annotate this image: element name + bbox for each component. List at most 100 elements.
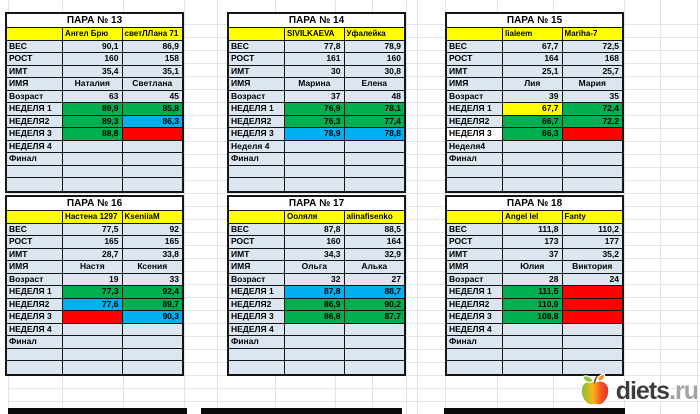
stat-label-cell[interactable]: РОСТ [229,236,286,249]
week-value-cell[interactable]: 108,8 [503,311,563,324]
stat-value-cell[interactable]: 160 [63,53,123,66]
week-value-cell[interactable] [63,323,123,336]
stat-value-cell[interactable]: 165 [63,236,123,249]
week-value-cell[interactable] [122,336,182,349]
week-label-cell[interactable]: НЕДЕЛЯ 4 [229,323,286,336]
empty-cell[interactable] [345,178,404,191]
week-value-cell[interactable] [344,324,404,336]
pair-title[interactable]: ПАРА № 15 [447,14,622,28]
week-value-cell[interactable] [562,311,622,324]
stat-value-cell[interactable]: 33,8 [122,249,182,261]
stat-label-cell[interactable]: ИМТ [447,65,504,78]
member-nickname[interactable]: Уфалейка [344,28,404,41]
stat-label-cell[interactable]: ИМТ [229,65,286,78]
member-nickname[interactable]: светЛЛана 71 [122,28,182,41]
empty-cell[interactable] [562,166,622,178]
empty-cell[interactable] [229,165,286,178]
empty-cell[interactable] [344,349,404,361]
week-value-cell[interactable]: 86,9 [285,298,345,311]
stat-value-cell[interactable]: Елена [344,78,404,91]
stat-value-cell[interactable]: 160 [285,236,345,249]
stat-label-cell[interactable]: ИМТ [7,65,64,78]
stat-value-cell[interactable]: 30,8 [344,66,404,78]
stat-value-cell[interactable]: 168 [562,53,622,66]
stat-value-cell[interactable]: Настя [63,261,123,274]
week-value-cell[interactable] [562,128,622,141]
week-label-cell[interactable]: НЕДЕЛЯ 1 [229,103,286,116]
pair-title[interactable]: ПАРА № 13 [7,14,182,28]
stat-label-cell[interactable]: Возраст [447,273,504,286]
week-value-cell[interactable]: 111,5 [503,286,563,299]
stat-value-cell[interactable]: Ксения [122,261,182,274]
week-label-cell[interactable]: НЕДЕЛЯ2 [447,115,504,128]
empty-cell[interactable] [344,166,404,178]
stat-label-cell[interactable]: ИМТ [7,248,64,261]
empty-cell[interactable] [562,349,622,361]
stat-value-cell[interactable]: 158 [122,53,182,66]
empty-cell[interactable] [7,165,64,178]
stat-label-cell[interactable]: РОСТ [447,236,504,249]
stat-value-cell[interactable]: Мария [562,78,622,91]
week-value-cell[interactable]: 86,3 [122,115,182,128]
week-label-cell[interactable]: НЕДЕЛЯ 4 [7,323,64,336]
week-value-cell[interactable] [503,140,563,153]
member-nickname[interactable]: SIVILKAEVA [285,28,345,41]
empty-cell[interactable] [7,348,64,361]
week-value-cell[interactable] [503,336,563,349]
member-header-empty-cell[interactable] [7,28,64,41]
empty-cell[interactable] [122,166,182,178]
stat-label-cell[interactable]: РОСТ [229,53,286,66]
week-value-cell[interactable]: 87,7 [344,311,404,324]
week-label-cell[interactable]: НЕДЕЛЯ2 [7,115,64,128]
stat-value-cell[interactable]: 165 [122,236,182,249]
week-value-cell[interactable]: 92,4 [122,286,182,299]
week-label-cell[interactable]: Неделя 4 [229,140,286,153]
week-value-cell[interactable] [503,323,563,336]
stat-label-cell[interactable]: ИМТ [229,248,286,261]
stat-value-cell[interactable]: 35,4 [63,65,123,78]
stat-value-cell[interactable]: 35 [562,91,622,103]
week-label-cell[interactable]: Финал [447,336,504,349]
stat-value-cell[interactable]: 164 [503,53,563,66]
week-value-cell[interactable] [562,286,622,299]
week-value-cell[interactable]: 88,8 [63,128,123,141]
stat-value-cell[interactable]: 92 [122,224,182,236]
week-label-cell[interactable]: НЕДЕЛЯ 1 [229,286,286,299]
week-label-cell[interactable]: НЕДЕЛЯ 1 [7,286,64,299]
week-value-cell[interactable] [344,141,404,153]
stat-value-cell[interactable]: Марина [285,78,345,91]
empty-cell[interactable] [123,361,182,374]
week-label-cell[interactable]: НЕДЕЛЯ 3 [447,128,504,141]
member-nickname[interactable]: KseniiaM [122,211,182,224]
member-nickname[interactable]: Ооляля [285,211,345,224]
empty-cell[interactable] [229,348,286,361]
stat-label-cell[interactable]: РОСТ [7,53,64,66]
member-nickname[interactable]: Angel lel [503,211,563,224]
empty-cell[interactable] [503,178,563,191]
empty-cell[interactable] [63,178,123,191]
week-value-cell[interactable] [285,336,345,349]
empty-cell[interactable] [447,361,504,374]
week-value-cell[interactable]: 86,8 [285,311,345,324]
week-value-cell[interactable]: 90,2 [344,298,404,311]
empty-cell[interactable] [345,361,404,374]
member-header-empty-cell[interactable] [7,211,64,224]
week-value-cell[interactable] [285,140,345,153]
empty-cell[interactable] [63,361,123,374]
week-value-cell[interactable]: 78,9 [285,128,345,141]
stat-value-cell[interactable]: 25,7 [562,66,622,78]
week-value-cell[interactable]: 76,9 [285,103,345,116]
stat-value-cell[interactable]: 33 [122,274,182,286]
member-nickname[interactable]: Ангел Брю [63,28,123,41]
stat-value-cell[interactable]: 90,1 [63,40,123,53]
stat-label-cell[interactable]: ВЕС [229,223,286,236]
week-label-cell[interactable]: НЕДЕЛЯ 3 [447,311,504,324]
empty-cell[interactable] [285,348,345,361]
empty-cell[interactable] [447,178,504,191]
week-label-cell[interactable]: НЕДЕЛЯ 4 [447,323,504,336]
week-label-cell[interactable]: НЕДЕЛЯ 1 [447,286,504,299]
pair-title[interactable]: ПАРА № 14 [229,14,404,28]
stat-value-cell[interactable]: 173 [503,236,563,249]
week-label-cell[interactable]: Финал [447,153,504,166]
week-value-cell[interactable] [285,153,345,166]
